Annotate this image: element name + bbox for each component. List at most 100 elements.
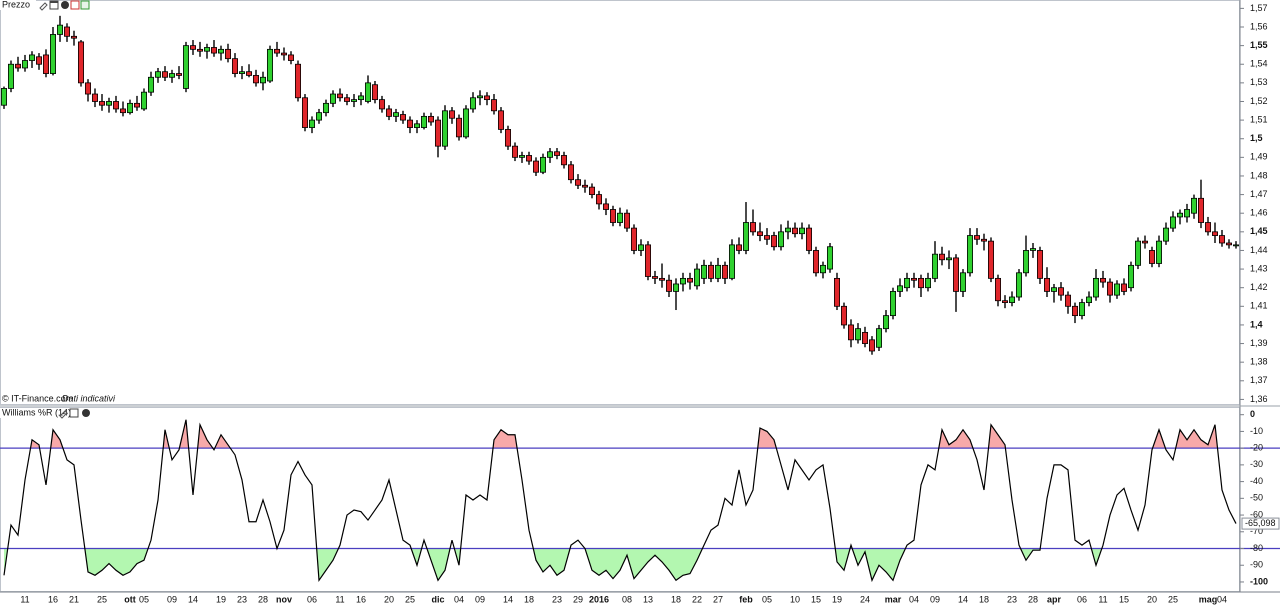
y-tick-label: 1,4 <box>1250 319 1263 329</box>
candle-body <box>189 45 196 50</box>
candle-body <box>371 84 378 101</box>
x-tick-label: 20 <box>1147 594 1157 604</box>
candle-body <box>715 264 722 279</box>
candle-body <box>673 283 680 292</box>
candle-body <box>666 279 673 292</box>
candle-body <box>778 231 785 248</box>
candle-body <box>245 71 252 76</box>
candle-body <box>413 123 420 128</box>
candle-body <box>680 277 687 285</box>
candle-body <box>238 71 245 74</box>
x-tick-label: 11 <box>20 594 29 604</box>
candle-body <box>161 71 168 78</box>
candle-body <box>869 339 876 352</box>
plot-layer: 1,57 1,56 1,55 1,54 1,53 1,52 1,51 1,5 1,49 1,48 1… <box>0 3 1280 604</box>
candle-body <box>420 115 427 128</box>
candle-body <box>301 97 308 128</box>
x-tick-label: 04 <box>1217 594 1227 604</box>
y-tick-label: -60 <box>1250 509 1263 519</box>
candle-body <box>336 93 343 99</box>
x-tick-label: 23 <box>1007 594 1017 604</box>
source-text: © IT-Finance.com <box>2 393 73 403</box>
candle-body <box>855 328 862 341</box>
x-tick-label: 14 <box>958 594 968 604</box>
candle-body <box>519 155 526 158</box>
candle-body <box>792 227 799 235</box>
candle-body <box>904 277 911 289</box>
candle-body <box>392 112 399 117</box>
candle-body <box>659 277 666 281</box>
x-tick-label: 18 <box>979 594 989 604</box>
x-tick-label: 08 <box>622 594 632 604</box>
candle-body <box>385 108 392 117</box>
candle-body <box>862 331 869 344</box>
x-tick-label: ott <box>124 594 136 604</box>
candle-body <box>1128 264 1135 289</box>
y-tick-label: 1,36 <box>1250 394 1268 404</box>
candle-body <box>687 277 694 283</box>
candle-body <box>57 24 64 35</box>
candle-body <box>925 277 932 289</box>
candle-body <box>561 155 568 166</box>
add-icon[interactable] <box>70 0 80 10</box>
candle-body <box>504 129 511 147</box>
settings-icon[interactable] <box>59 410 68 419</box>
candle-body <box>168 73 175 78</box>
candle-body <box>960 272 967 292</box>
candle-body <box>182 45 189 89</box>
candle-body <box>750 222 757 233</box>
price-toolbar[interactable] <box>39 0 90 11</box>
candle-body <box>967 235 974 274</box>
candle-body <box>1086 296 1093 303</box>
close-icon[interactable] <box>61 1 69 9</box>
current-value-label: -65,098 <box>1245 518 1276 528</box>
candle-body <box>78 41 85 84</box>
y-tick-label: -10 <box>1250 426 1263 436</box>
candle-body <box>364 82 371 102</box>
candle-body <box>764 235 771 240</box>
window-icon-bar <box>50 1 58 3</box>
candle-body <box>294 63 301 99</box>
y-tick-label: -40 <box>1250 476 1263 486</box>
price-title: Prezzo <box>2 0 30 9</box>
y-tick-label: -90 <box>1250 560 1263 570</box>
x-tick-label: 15 <box>811 594 821 604</box>
y-tick-label: 1,45 <box>1250 226 1268 236</box>
x-tick-label: 28 <box>1028 594 1038 604</box>
candle-body <box>729 244 736 279</box>
candle-body <box>1205 222 1212 233</box>
y-tick-label: 1,39 <box>1250 338 1268 348</box>
candle-body <box>490 99 497 112</box>
move-icon[interactable] <box>80 0 90 10</box>
x-tick-label: apr <box>1047 594 1062 604</box>
x-tick-label: 23 <box>552 594 562 604</box>
y-tick-label: 1,48 <box>1250 170 1268 180</box>
candle-body <box>785 227 792 233</box>
candle-body <box>1184 209 1191 218</box>
candle-body <box>1107 281 1114 296</box>
x-tick-label: mar <box>885 594 902 604</box>
candle-body <box>1023 250 1030 274</box>
candle-body <box>175 73 182 76</box>
close-icon[interactable] <box>82 409 90 417</box>
candle-body <box>981 238 988 242</box>
candle-body <box>203 47 210 52</box>
x-tick-label: 04 <box>909 594 919 604</box>
window-icon[interactable] <box>69 408 79 418</box>
candle-body <box>533 160 540 173</box>
candle-body <box>1030 248 1037 251</box>
candle-body <box>1156 240 1163 264</box>
candle-body <box>694 268 701 287</box>
settings-icon[interactable] <box>39 2 48 11</box>
x-tick-label: nov <box>276 594 292 604</box>
candle-body <box>988 240 995 279</box>
candle-body <box>1170 216 1177 229</box>
candle-body <box>1065 294 1072 307</box>
candle-body <box>315 112 322 121</box>
indicator-toolbar[interactable] <box>59 408 90 419</box>
candle-body <box>946 257 953 261</box>
candle-body <box>1191 197 1198 214</box>
